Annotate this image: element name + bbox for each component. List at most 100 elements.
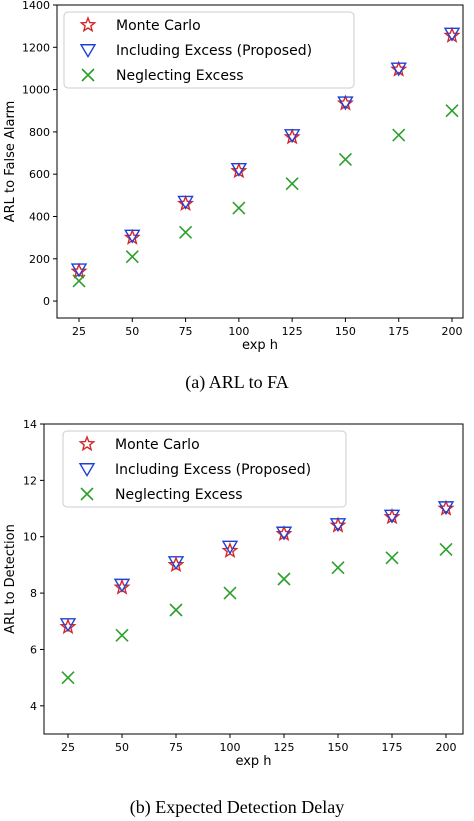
x-tick-label: 75 (179, 325, 193, 338)
legend-marker (78, 435, 96, 452)
x-tick-label: 175 (382, 741, 403, 754)
data-point (72, 274, 86, 288)
data-point (439, 542, 453, 556)
data-point (443, 26, 461, 43)
x-tick-label: 150 (328, 741, 349, 754)
y-tick-label: 1200 (22, 41, 50, 54)
legend-box (62, 430, 347, 508)
series-star (59, 499, 455, 635)
y-tick-label: 6 (30, 643, 37, 656)
data-point (177, 194, 195, 212)
legend: Monte Carlo Including Excess (Proposed) Ne… (62, 430, 347, 508)
y-tick-label: 12 (23, 474, 37, 487)
y-tick-label: 400 (29, 210, 50, 223)
data-point (338, 152, 352, 166)
data-point (437, 499, 455, 516)
x-tick-label: 125 (282, 325, 303, 338)
data-point (437, 501, 455, 516)
x-tick-label: 25 (61, 741, 75, 754)
x-tick-label: 125 (274, 741, 295, 754)
x-tick-label: 50 (115, 741, 129, 754)
series-triangle-down (70, 27, 461, 278)
data-point (329, 518, 347, 533)
data-point (275, 526, 293, 541)
data-point (223, 586, 237, 600)
data-point (283, 128, 301, 145)
x-tick-label: 200 (442, 325, 463, 338)
data-point (115, 628, 129, 642)
data-point (392, 128, 406, 142)
data-point (383, 509, 401, 524)
data-point (390, 62, 407, 77)
data-point (230, 162, 248, 177)
data-point (221, 540, 239, 555)
y-tick-label: 0 (43, 295, 50, 308)
y-tick-label: 1400 (22, 0, 50, 12)
data-point (169, 603, 183, 617)
data-point (336, 94, 354, 111)
data-point (445, 104, 459, 118)
y-axis-label: ARL to Detection (3, 524, 18, 634)
y-tick-label: 10 (23, 531, 37, 544)
y-axis-label: ARL to False Alarm (3, 101, 18, 223)
x-tick-label: 50 (125, 325, 139, 338)
data-point (124, 229, 141, 244)
legend-marker (80, 487, 94, 501)
data-point (125, 250, 139, 264)
data-point (285, 177, 299, 191)
legend: Monte Carlo Including Excess (Proposed) Ne… (63, 11, 355, 89)
x-tick-label: 200 (436, 741, 457, 754)
plot-frame (56, 4, 464, 319)
figure-caption: (b) Expected Detection Delay (130, 797, 344, 818)
data-point (179, 225, 193, 239)
figure-caption: (a) ARL to FA (185, 372, 289, 393)
legend-box (63, 11, 355, 89)
x-tick-label: 25 (72, 325, 86, 338)
chart-b: 4 6 8 10 12 14 25 50 75 100 125 150 175 200 exp h ARL t… (3, 418, 464, 818)
data-point (230, 162, 248, 179)
data-point (70, 263, 88, 278)
legend-label: Monte Carlo (116, 18, 201, 34)
y-tick-label: 14 (23, 418, 37, 431)
data-point (331, 561, 345, 575)
plot-frame (43, 423, 464, 735)
data-point (383, 508, 401, 525)
y-tick-label: 8 (30, 587, 37, 600)
data-point (277, 572, 291, 586)
legend-marker (79, 16, 97, 33)
legend-marker (78, 463, 96, 478)
x-tick-label: 100 (220, 741, 241, 754)
data-point (61, 671, 75, 685)
data-point (390, 60, 408, 77)
legend-label: Monte Carlo (115, 437, 200, 453)
series-x (72, 104, 459, 288)
data-point (123, 228, 141, 245)
data-point (385, 551, 399, 565)
x-tick-label: 75 (169, 741, 183, 754)
legend-label: Including Excess (Proposed) (115, 462, 311, 478)
data-point (329, 516, 347, 533)
x-tick-label: 175 (388, 325, 409, 338)
data-point (275, 524, 293, 542)
data-point (70, 262, 88, 279)
data-point (283, 129, 301, 144)
chart-a: 0 200 400 600 800 1000 1200 1400 25 50 75 100 125 150… (3, 0, 464, 393)
legend-marker (79, 44, 97, 59)
series-x (61, 542, 453, 685)
data-point (443, 27, 461, 42)
data-point (177, 195, 194, 210)
y-tick-label: 4 (30, 700, 37, 713)
data-point (167, 556, 185, 571)
x-tick-label: 150 (335, 325, 356, 338)
series-triangle-down (59, 501, 455, 633)
x-tick-label: 100 (228, 325, 249, 338)
data-point (337, 96, 354, 111)
legend-label: Neglecting Excess (115, 487, 243, 503)
y-tick-label: 600 (29, 168, 50, 181)
legend-label: Neglecting Excess (116, 68, 244, 84)
data-point (113, 578, 131, 593)
y-tick-label: 1000 (22, 84, 50, 97)
x-axis-label: exp h (235, 754, 271, 769)
data-point (232, 201, 246, 215)
